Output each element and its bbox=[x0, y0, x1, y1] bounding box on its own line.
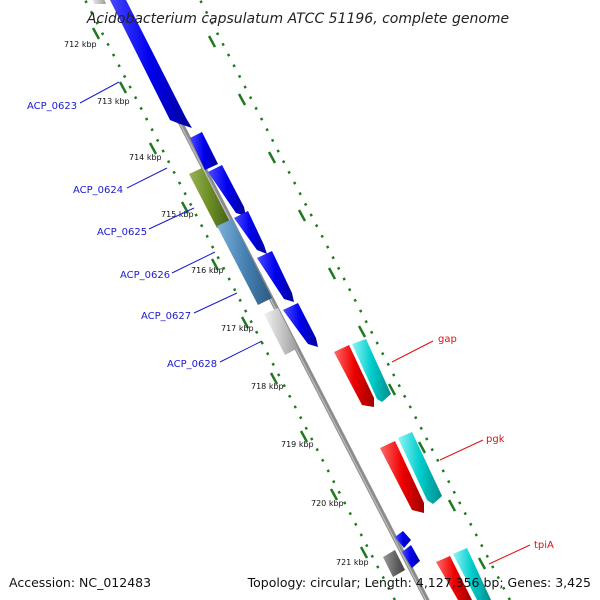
tick-label: 717 kbp bbox=[221, 324, 254, 333]
gene-small-dark-gray bbox=[383, 550, 405, 577]
gene-acp-0624 bbox=[190, 132, 218, 170]
outer-tick-mark bbox=[387, 383, 397, 396]
tick-label: 714 kbp bbox=[129, 153, 162, 162]
outer-tick-mark bbox=[447, 499, 457, 512]
outer-tick-mark bbox=[327, 267, 337, 280]
gene-blue-d bbox=[283, 303, 318, 347]
topology-text: Topology: circular; Length: 4,127,356 bp… bbox=[247, 575, 591, 590]
gene-labels: ACP_0623 ACP_0624 ACP_0625 ACP_0626 ACP_… bbox=[27, 101, 554, 551]
map-title: Acidobacterium capsulatum ATCC 51196, co… bbox=[86, 11, 509, 27]
gene-label-acp-0628: ACP_0628 bbox=[167, 359, 217, 370]
leader-line-pgk bbox=[439, 439, 484, 461]
gene-acp-0627-b bbox=[234, 211, 267, 254]
tick-label: 720 kbp bbox=[311, 499, 344, 508]
inner-dotted-track bbox=[83, 0, 397, 600]
leader-line-acp-0627 bbox=[193, 292, 238, 314]
outer-tick-mark bbox=[267, 151, 277, 164]
gene-label-acp-0624: ACP_0624 bbox=[73, 185, 123, 196]
outer-tick-mark bbox=[357, 325, 367, 338]
outer-dotted-track bbox=[198, 0, 512, 600]
tick-mark bbox=[329, 488, 339, 501]
gene-acp-0628 bbox=[264, 308, 298, 355]
leader-line-gap bbox=[391, 340, 434, 363]
outer-tick-mark bbox=[237, 93, 247, 106]
outer-genes bbox=[208, 165, 491, 600]
inner-genes bbox=[92, 0, 405, 577]
gene-label-acp-0626: ACP_0626 bbox=[120, 270, 170, 281]
tick-label: 716 kbp bbox=[191, 266, 224, 275]
gene-blue-c bbox=[257, 251, 294, 302]
tick-marks bbox=[91, 27, 487, 570]
gene-gap-cyan bbox=[352, 339, 391, 402]
tick-labels: 712 kbp 713 kbp 714 kbp 715 kbp 716 kbp … bbox=[64, 40, 369, 567]
gene-small-blue-a bbox=[395, 531, 411, 548]
gene-label-acp-0627: ACP_0627 bbox=[141, 311, 191, 322]
tick-label: 712 kbp bbox=[64, 40, 97, 49]
tick-mark bbox=[91, 27, 101, 40]
tick-mark bbox=[269, 372, 279, 385]
gene-partial-gray bbox=[92, 0, 106, 4]
gene-acp-0626 bbox=[217, 219, 272, 305]
tick-mark bbox=[240, 316, 250, 329]
gene-label-pgk: pgk bbox=[486, 434, 505, 445]
label-leader-lines bbox=[79, 81, 531, 565]
gene-pgk bbox=[380, 441, 424, 513]
dotted-tracks bbox=[83, 0, 512, 600]
outer-tick-mark bbox=[477, 557, 487, 570]
gene-tpia bbox=[436, 556, 472, 600]
tick-label: 721 kbp bbox=[336, 558, 369, 567]
gene-gap bbox=[334, 345, 374, 407]
outer-tick-mark bbox=[297, 209, 307, 222]
leader-line-acp-0625 bbox=[148, 207, 195, 230]
outer-tick-mark bbox=[417, 441, 427, 454]
gene-label-acp-0623: ACP_0623 bbox=[27, 101, 77, 112]
leader-line-tpia bbox=[488, 544, 531, 565]
gene-label-acp-0625: ACP_0625 bbox=[97, 227, 147, 238]
tick-mark bbox=[359, 546, 369, 559]
gene-tpia-cyan bbox=[453, 548, 491, 600]
outer-tick-mark bbox=[207, 35, 217, 48]
tick-mark bbox=[210, 258, 220, 271]
gene-label-tpia: tpiA bbox=[534, 540, 554, 551]
gene-acp-0625 bbox=[189, 168, 230, 228]
leader-line-acp-0626 bbox=[171, 251, 216, 274]
gene-pgk-cyan bbox=[398, 432, 442, 504]
tick-mark bbox=[299, 430, 309, 443]
leader-line-acp-0628 bbox=[219, 340, 263, 363]
tick-label: 719 kbp bbox=[281, 440, 314, 449]
leader-line-acp-0623 bbox=[79, 81, 120, 104]
gene-small-blue-b bbox=[402, 545, 420, 568]
tick-label: 715 kbp bbox=[161, 210, 194, 219]
gene-acp-0623 bbox=[110, 0, 192, 128]
tick-mark bbox=[118, 81, 128, 94]
accession-text: Accession: NC_012483 bbox=[9, 575, 151, 590]
tick-label: 713 kbp bbox=[97, 97, 130, 106]
tick-mark bbox=[148, 142, 158, 155]
tick-label: 718 kbp bbox=[251, 382, 284, 391]
gene-label-gap: gap bbox=[438, 334, 457, 345]
leader-line-acp-0624 bbox=[126, 167, 168, 189]
gene-acp-0627-a bbox=[208, 165, 246, 216]
